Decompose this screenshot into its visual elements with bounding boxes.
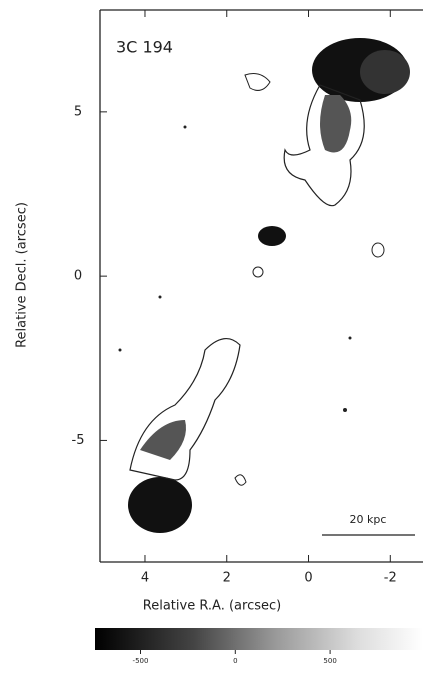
- x-tick-label: 4: [141, 571, 149, 586]
- scale-label: 20 kpc: [350, 513, 387, 526]
- colorbar: [95, 628, 423, 650]
- chart-title: 3C 194: [116, 38, 173, 57]
- x-tick-label: -2: [384, 571, 397, 586]
- frame: [99, 9, 423, 563]
- y-axis-label: Relative Decl. (arcsec): [15, 202, 30, 348]
- y-tick-label: 0: [74, 269, 82, 284]
- radio-source: [118, 38, 410, 533]
- y-tick-label: 5: [74, 104, 82, 119]
- x-axis-label: Relative R.A. (arcsec): [143, 599, 281, 614]
- x-tick-label: 0: [304, 571, 312, 586]
- x-tick-label: 2: [223, 571, 231, 586]
- colorbar-tick-label: 500: [323, 657, 336, 665]
- colorbar-tick-label: 0: [233, 657, 237, 665]
- y-tick-label: -5: [72, 433, 85, 448]
- colorbar-tick-label: -500: [133, 657, 149, 665]
